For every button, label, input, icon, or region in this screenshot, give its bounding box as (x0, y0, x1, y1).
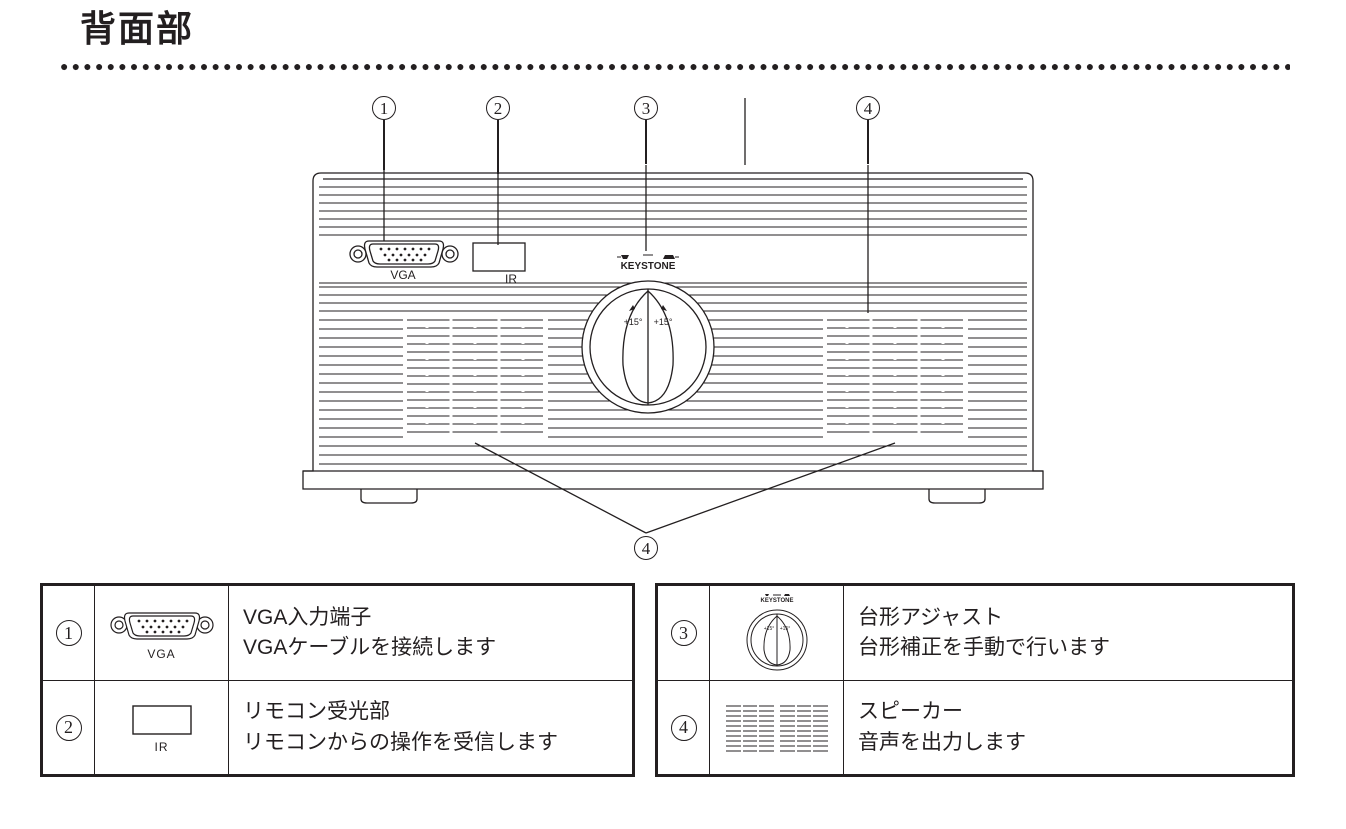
dotted-rule: ●●●●●●●●●●●●●●●●●●●●●●●●●●●●●●●●●●●●●●●●… (60, 58, 1290, 74)
svg-text:KEYSTONE: KEYSTONE (621, 261, 676, 272)
legend-item-title: 台形アジャスト (858, 603, 1278, 633)
callout-4: 4 (856, 96, 880, 164)
svg-text:+15°: +15° (654, 317, 673, 327)
legend-item-title: スピーカー (858, 697, 1278, 727)
legend-item-desc: 台形補正を手動で行います (858, 633, 1278, 663)
ir-window-icon: IR (95, 681, 229, 774)
legend-icon-sub: VGA (147, 647, 175, 661)
speaker-right-icon (823, 313, 968, 443)
legend-item-title: VGA入力端子 (243, 603, 618, 633)
legend-item-desc: VGAケーブルを接続します (243, 633, 618, 663)
callout-1-num: 1 (372, 96, 396, 120)
callout-3: 3 (634, 96, 658, 164)
legend-row: 2 IR リモコン受光部 リモコンからの操作を受信します (43, 680, 632, 774)
callout-2: 2 (486, 96, 510, 174)
svg-text:IR: IR (505, 272, 517, 286)
legend-row: 1 VGA VGA入力端子 VGAケーブルを接続します (43, 586, 632, 680)
svg-text:KEYSTONE: KEYSTONE (760, 598, 793, 604)
callout-4-num: 4 (856, 96, 880, 120)
legend-item-desc: リモコンからの操作を受信します (243, 728, 618, 758)
svg-text:+15°: +15° (779, 626, 789, 632)
legend-num: 2 (56, 715, 82, 741)
legend-item-desc: 音声を出力します (858, 728, 1278, 758)
section-title: 背面部 (80, 0, 194, 52)
callout-4b-num: 4 (634, 536, 658, 560)
legend-row: 3 KEYSTONE +15° +15° 台形アジャスト (658, 586, 1292, 680)
legend-num: 1 (56, 620, 82, 646)
speaker-grille-icon (710, 681, 844, 774)
legend-row: 4 (658, 680, 1292, 774)
svg-text:VGA: VGA (390, 268, 415, 282)
speaker-left-icon (403, 313, 548, 443)
callout-3-num: 3 (634, 96, 658, 120)
legend-num: 4 (671, 715, 697, 741)
legend-left: 1 VGA VGA入力端子 VGAケーブルを接続します (40, 583, 635, 777)
legend-item-title: リモコン受光部 (243, 697, 618, 727)
legend-num: 3 (671, 620, 697, 646)
legend-icon-sub: IR (155, 740, 169, 754)
legend-right: 3 KEYSTONE +15° +15° 台形アジャスト (655, 583, 1295, 777)
callout-4b: 4 (634, 536, 658, 560)
device-rear-illustration: VGA IR KEYSTONE +15° +15° (303, 165, 1043, 505)
vga-port-icon: VGA (95, 586, 229, 680)
svg-text:+15°: +15° (763, 626, 773, 632)
callout-2-num: 2 (486, 96, 510, 120)
callout-1: 1 (372, 96, 396, 170)
svg-text:+15°: +15° (624, 317, 643, 327)
keystone-dial-icon: KEYSTONE +15° +15° (710, 586, 844, 680)
